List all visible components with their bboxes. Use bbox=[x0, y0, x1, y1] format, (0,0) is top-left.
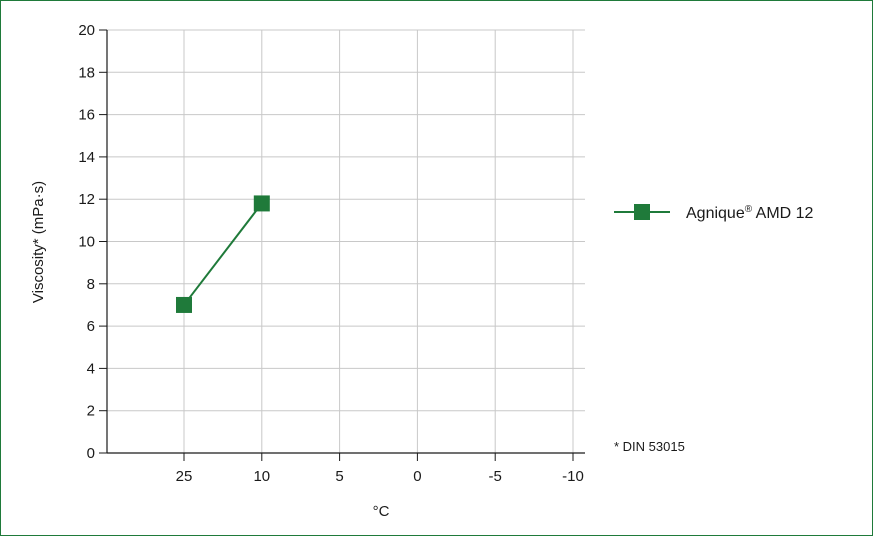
x-tick-label-5: -10 bbox=[562, 468, 584, 485]
y-tick-label-10: 10 bbox=[78, 234, 95, 251]
y-tick-label-8: 8 bbox=[87, 276, 95, 293]
y-tick-label-2: 2 bbox=[87, 403, 95, 420]
y-tick-labels: 0 2 4 6 8 10 12 14 16 18 20 bbox=[78, 22, 95, 462]
y-tick-label-12: 12 bbox=[78, 191, 95, 208]
y-tick-label-14: 14 bbox=[78, 149, 95, 166]
legend-label: Agnique® AMD 12 bbox=[686, 204, 814, 222]
y-axis-title: Viscosity* (mPa·s) bbox=[30, 181, 47, 303]
x-tick-label-1: 10 bbox=[253, 468, 270, 485]
axes bbox=[99, 29, 585, 461]
series-line-0 bbox=[183, 202, 263, 306]
x-tick-labels: 25 10 5 0 -5 -10 bbox=[176, 468, 584, 485]
legend: Agnique® AMD 12 bbox=[614, 204, 814, 222]
legend-label-rest: AMD 12 bbox=[752, 205, 813, 222]
legend-label-mark: ® bbox=[745, 204, 753, 215]
y-tick-label-16: 16 bbox=[78, 107, 95, 124]
x-tick-label-2: 5 bbox=[335, 468, 343, 485]
footnote-din: * DIN 53015 bbox=[614, 439, 685, 454]
y-tick-label-18: 18 bbox=[78, 64, 95, 81]
x-tick-label-0: 25 bbox=[176, 468, 193, 485]
x-tick-label-3: 0 bbox=[413, 468, 421, 485]
x-axis-title: °C bbox=[373, 503, 390, 520]
data-point-0-1 bbox=[253, 195, 270, 212]
y-tick-label-20: 20 bbox=[78, 22, 95, 39]
y-tick-label-0: 0 bbox=[87, 445, 95, 462]
data-point-0-0 bbox=[176, 296, 192, 313]
y-tick-label-4: 4 bbox=[87, 360, 95, 377]
y-tick-label-6: 6 bbox=[87, 318, 95, 335]
legend-label-base: Agnique bbox=[686, 205, 745, 222]
series-lines bbox=[176, 195, 270, 313]
x-tick-label-4: -5 bbox=[489, 468, 502, 485]
grid-lines bbox=[107, 29, 585, 453]
legend-marker bbox=[634, 204, 650, 220]
